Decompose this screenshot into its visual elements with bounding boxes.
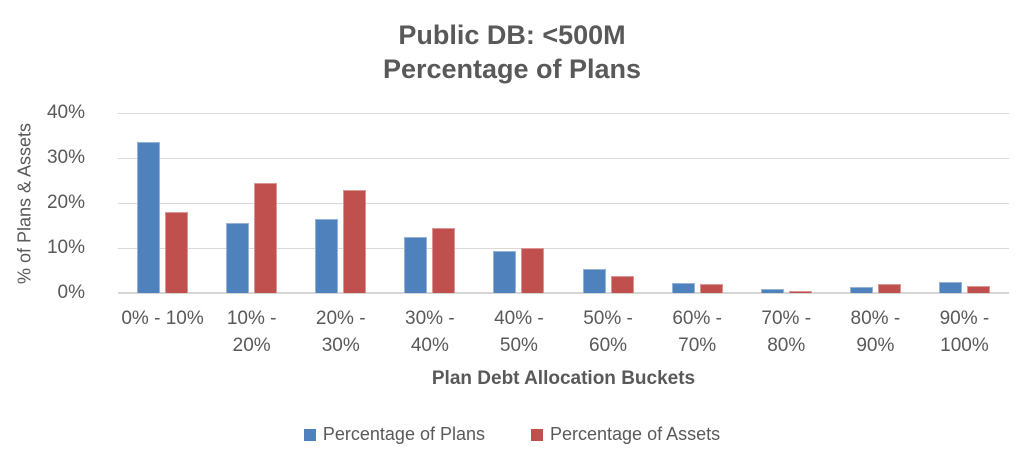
x-axis-title: Plan Debt Allocation Buckets	[431, 368, 696, 389]
legend-label-assets: Percentage of Assets	[550, 424, 721, 444]
gridline-10	[118, 248, 1009, 249]
legend-item-plans: Percentage of Plans	[303, 424, 485, 445]
bar-plans-4	[493, 251, 517, 293]
bar-assets-0	[165, 212, 189, 293]
x-tick-label-5: 50% -60%	[583, 308, 633, 356]
y-tick-label-0: 0%	[57, 282, 85, 303]
category-group-40-50	[474, 113, 563, 293]
bar-assets-7	[788, 290, 812, 293]
x-tick-label-6: 60% -70%	[672, 308, 722, 356]
x-tick-label-3: 30% -40%	[405, 308, 455, 356]
bar-plans-8	[849, 286, 873, 293]
bar-plans-1	[226, 223, 250, 293]
bar-plans-3	[404, 236, 428, 293]
x-tick-label-2: 20% -30%	[315, 308, 366, 356]
category-group-70-80	[742, 113, 831, 293]
plot-area: 40% 30% 20% 10% 0%	[47, 102, 1009, 303]
bar-plans-2	[315, 218, 339, 293]
y-tick-label-40: 40%	[46, 102, 85, 123]
category-group-10-20	[207, 113, 296, 293]
category-group-20-30	[296, 113, 385, 293]
x-tick-label-8: 80% -90%	[850, 308, 901, 356]
x-tick-label-9: 90% -100%	[939, 308, 990, 356]
bar-assets-5	[610, 275, 634, 293]
bar-assets-1	[254, 182, 278, 293]
bar-assets-3	[432, 227, 456, 293]
gridline-30	[118, 158, 1009, 159]
x-tick-label-1: 10% -20%	[226, 308, 277, 356]
chart-title-line2: Percentage of Plans	[382, 54, 642, 84]
bar-plans-0	[137, 142, 161, 293]
gridline-20	[118, 203, 1009, 204]
bar-plans-6	[671, 283, 695, 293]
bar-assets-9	[966, 285, 990, 293]
y-tick-label-30: 30%	[46, 147, 85, 168]
category-group-90-100	[920, 113, 1009, 293]
legend-label-plans: Percentage of Plans	[322, 424, 485, 444]
category-group-80-90	[831, 113, 920, 293]
chart-title: Public DB: <500M Percentage of Plans	[0, 18, 1024, 86]
legend: Percentage of Plans Percentage of Assets	[0, 424, 1024, 445]
x-tick-label-0: 0% - 10%	[121, 308, 204, 329]
x-tick-label-4: 40% -50%	[494, 308, 544, 356]
category-group-30-40	[385, 113, 474, 293]
assets-series-swatch-icon	[531, 428, 543, 441]
category-group-0-10	[118, 113, 207, 293]
bar-plans-7	[760, 288, 784, 293]
bar-assets-4	[521, 248, 545, 293]
bar-assets-2	[343, 189, 367, 293]
x-tick-label-7: 70% -80%	[761, 308, 812, 356]
y-tick-label-20: 20%	[46, 192, 85, 213]
bar-assets-8	[877, 283, 901, 293]
plans-series-swatch-icon	[303, 428, 316, 441]
y-tick-label-10: 10%	[46, 237, 85, 258]
gridline-40	[118, 113, 1009, 114]
category-group-60-70	[653, 113, 742, 293]
x-axis-tick-labels: 0% - 10% 10% -20% 20% -30% 30% -40% 40% -50%…	[118, 305, 1009, 363]
category-group-50-60	[564, 113, 653, 293]
chart-title-line1: Public DB: <500M	[398, 20, 626, 50]
bar-plans-5	[582, 268, 606, 293]
bar-assets-6	[699, 284, 723, 293]
bar-plans-9	[938, 281, 962, 293]
gridline-0	[118, 292, 1009, 294]
legend-item-assets: Percentage of Assets	[531, 424, 720, 445]
